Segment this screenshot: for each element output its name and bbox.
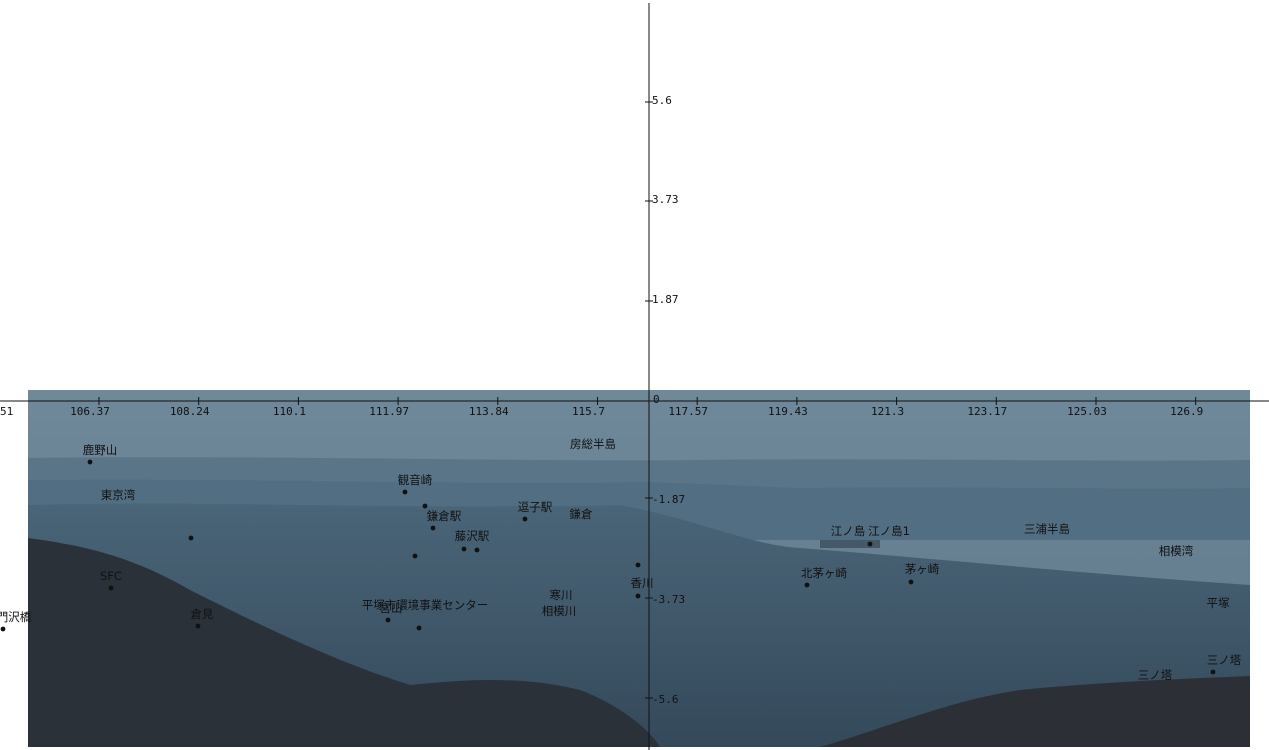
- place-marker: 三浦半島: [1024, 522, 1070, 536]
- x-tick-label: 121.3: [871, 405, 904, 418]
- place-label: 三ノ塔: [1138, 668, 1173, 682]
- place-dot: [908, 579, 914, 585]
- enoshima-island: [820, 540, 880, 548]
- x-tick-label: 113.84: [469, 405, 509, 418]
- place-dot: [422, 503, 428, 509]
- place-dot: [474, 547, 480, 553]
- place-dot: [0, 626, 6, 632]
- place-marker: 北茅ヶ崎: [801, 566, 847, 588]
- place-label: 鎌倉駅: [427, 509, 462, 523]
- place-dot: [522, 516, 528, 522]
- place-label: 江ノ島: [831, 524, 866, 538]
- y-tick-label: -5.6: [652, 693, 679, 706]
- place-marker: 香川: [631, 576, 654, 599]
- y-axis-ticks: 5.6 3.73 1.87 -1.87 -3.73 -5.6: [645, 94, 685, 706]
- place-marker: 門沢橋: [0, 610, 32, 632]
- place-dot: [416, 625, 422, 631]
- place-label: 相模川: [542, 604, 577, 618]
- axes: 106.37 108.24 110.1 111.97 113.84 115.7 117.57…: [0, 3, 1269, 750]
- place-dot: [635, 593, 641, 599]
- place-label: 三ノ塔: [1207, 653, 1242, 667]
- place-label: 平塚: [1207, 596, 1230, 610]
- place-dot: [188, 535, 194, 541]
- place-marker: 相模湾: [1159, 544, 1194, 558]
- place-marker: 平塚市環境事業センター: [362, 598, 489, 612]
- y-tick-label: 5.6: [652, 94, 672, 107]
- place-dot: [385, 617, 391, 623]
- place-label: 門沢橋: [0, 610, 32, 624]
- place-marker: SFC: [100, 569, 122, 591]
- place-label: 東京湾: [101, 488, 136, 502]
- place-label: 逗子駅: [518, 500, 553, 514]
- place-marker: 三ノ塔: [1207, 653, 1242, 675]
- place-label: 観音崎: [398, 473, 433, 487]
- place-marker: 鎌倉: [570, 507, 593, 521]
- place-marker: 藤沢駅: [455, 529, 490, 552]
- x-tick-label: 106.37: [70, 405, 110, 418]
- place-label: 鎌倉: [570, 507, 593, 521]
- place-label: 宮山: [380, 601, 403, 615]
- x-tick-label: 125.03: [1067, 405, 1107, 418]
- place-marker: 相模川: [542, 604, 577, 618]
- place-label: 茅ヶ崎: [905, 562, 940, 576]
- place-dot: [195, 623, 201, 629]
- place-marker: 房総半島: [570, 437, 616, 451]
- place-marker: 茅ヶ崎: [905, 562, 940, 585]
- x-tick-label: 123.17: [967, 405, 1007, 418]
- place-marker: 江ノ島: [831, 524, 866, 538]
- place-label: 香川: [631, 576, 654, 590]
- place-marker: 観音崎: [398, 473, 433, 495]
- place-annotations: 鹿野山東京湾 観音崎鎌倉駅藤沢駅 逗子駅鎌倉 房総半島 SFC 倉見 門沢橋 平塚市環境事業セ…: [0, 437, 1242, 682]
- origin-label: 0: [653, 393, 660, 406]
- place-label: 相模湾: [1159, 544, 1194, 558]
- y-tick-label: 1.87: [652, 293, 679, 306]
- mountain-left: [28, 538, 660, 747]
- place-marker: 鹿野山: [83, 443, 118, 465]
- place-label: 藤沢駅: [455, 529, 490, 543]
- place-dot: [1210, 669, 1216, 675]
- x-tick-label: 126.9: [1170, 405, 1203, 418]
- place-marker: 平塚: [1207, 596, 1230, 610]
- x-axis-ticks: 106.37 108.24 110.1 111.97 113.84 115.7 117.57…: [0, 393, 1203, 418]
- place-dot: [461, 546, 467, 552]
- place-marker: 東京湾: [101, 488, 136, 502]
- place-dot: [430, 525, 436, 531]
- place-marker: 江ノ島1: [867, 524, 910, 547]
- place-marker: 鎌倉駅: [427, 509, 462, 531]
- place-label: 寒川: [550, 588, 573, 602]
- place-dot: [87, 459, 93, 465]
- x-tick-label-partial: 51: [0, 405, 13, 418]
- place-label: 江ノ島1: [868, 524, 910, 538]
- place-label: 倉見: [191, 607, 214, 621]
- y-tick-label: 3.73: [652, 193, 679, 206]
- place-marker: 倉見: [191, 607, 214, 629]
- place-dot: [635, 562, 641, 568]
- place-label: 房総半島: [570, 437, 616, 451]
- place-marker: 三ノ塔: [1138, 668, 1173, 682]
- place-label: 平塚市環境事業センター: [362, 598, 489, 612]
- x-tick-label: 108.24: [170, 405, 210, 418]
- place-marker: 逗子駅: [518, 500, 553, 522]
- x-tick-label: 111.97: [369, 405, 409, 418]
- y-tick-label: -1.87: [652, 493, 685, 506]
- mountain-right: [820, 676, 1250, 747]
- landscape-photo: [28, 390, 1250, 747]
- x-tick-label: 117.57: [668, 405, 708, 418]
- place-dot: [804, 582, 810, 588]
- x-tick-label: 119.43: [768, 405, 808, 418]
- place-label: 三浦半島: [1024, 522, 1070, 536]
- place-dot: [402, 489, 408, 495]
- place-dot: [412, 553, 418, 559]
- x-tick-label: 115.7: [572, 405, 605, 418]
- place-marker: 寒川: [550, 588, 573, 602]
- y-tick-label: -3.73: [652, 593, 685, 606]
- place-dot: [867, 541, 873, 547]
- x-tick-label: 110.1: [273, 405, 306, 418]
- place-label: 鹿野山: [83, 443, 118, 457]
- place-marker: 宮山: [380, 601, 403, 623]
- place-label: 北茅ヶ崎: [801, 566, 847, 580]
- place-dot: [108, 585, 114, 591]
- place-label: SFC: [100, 569, 122, 583]
